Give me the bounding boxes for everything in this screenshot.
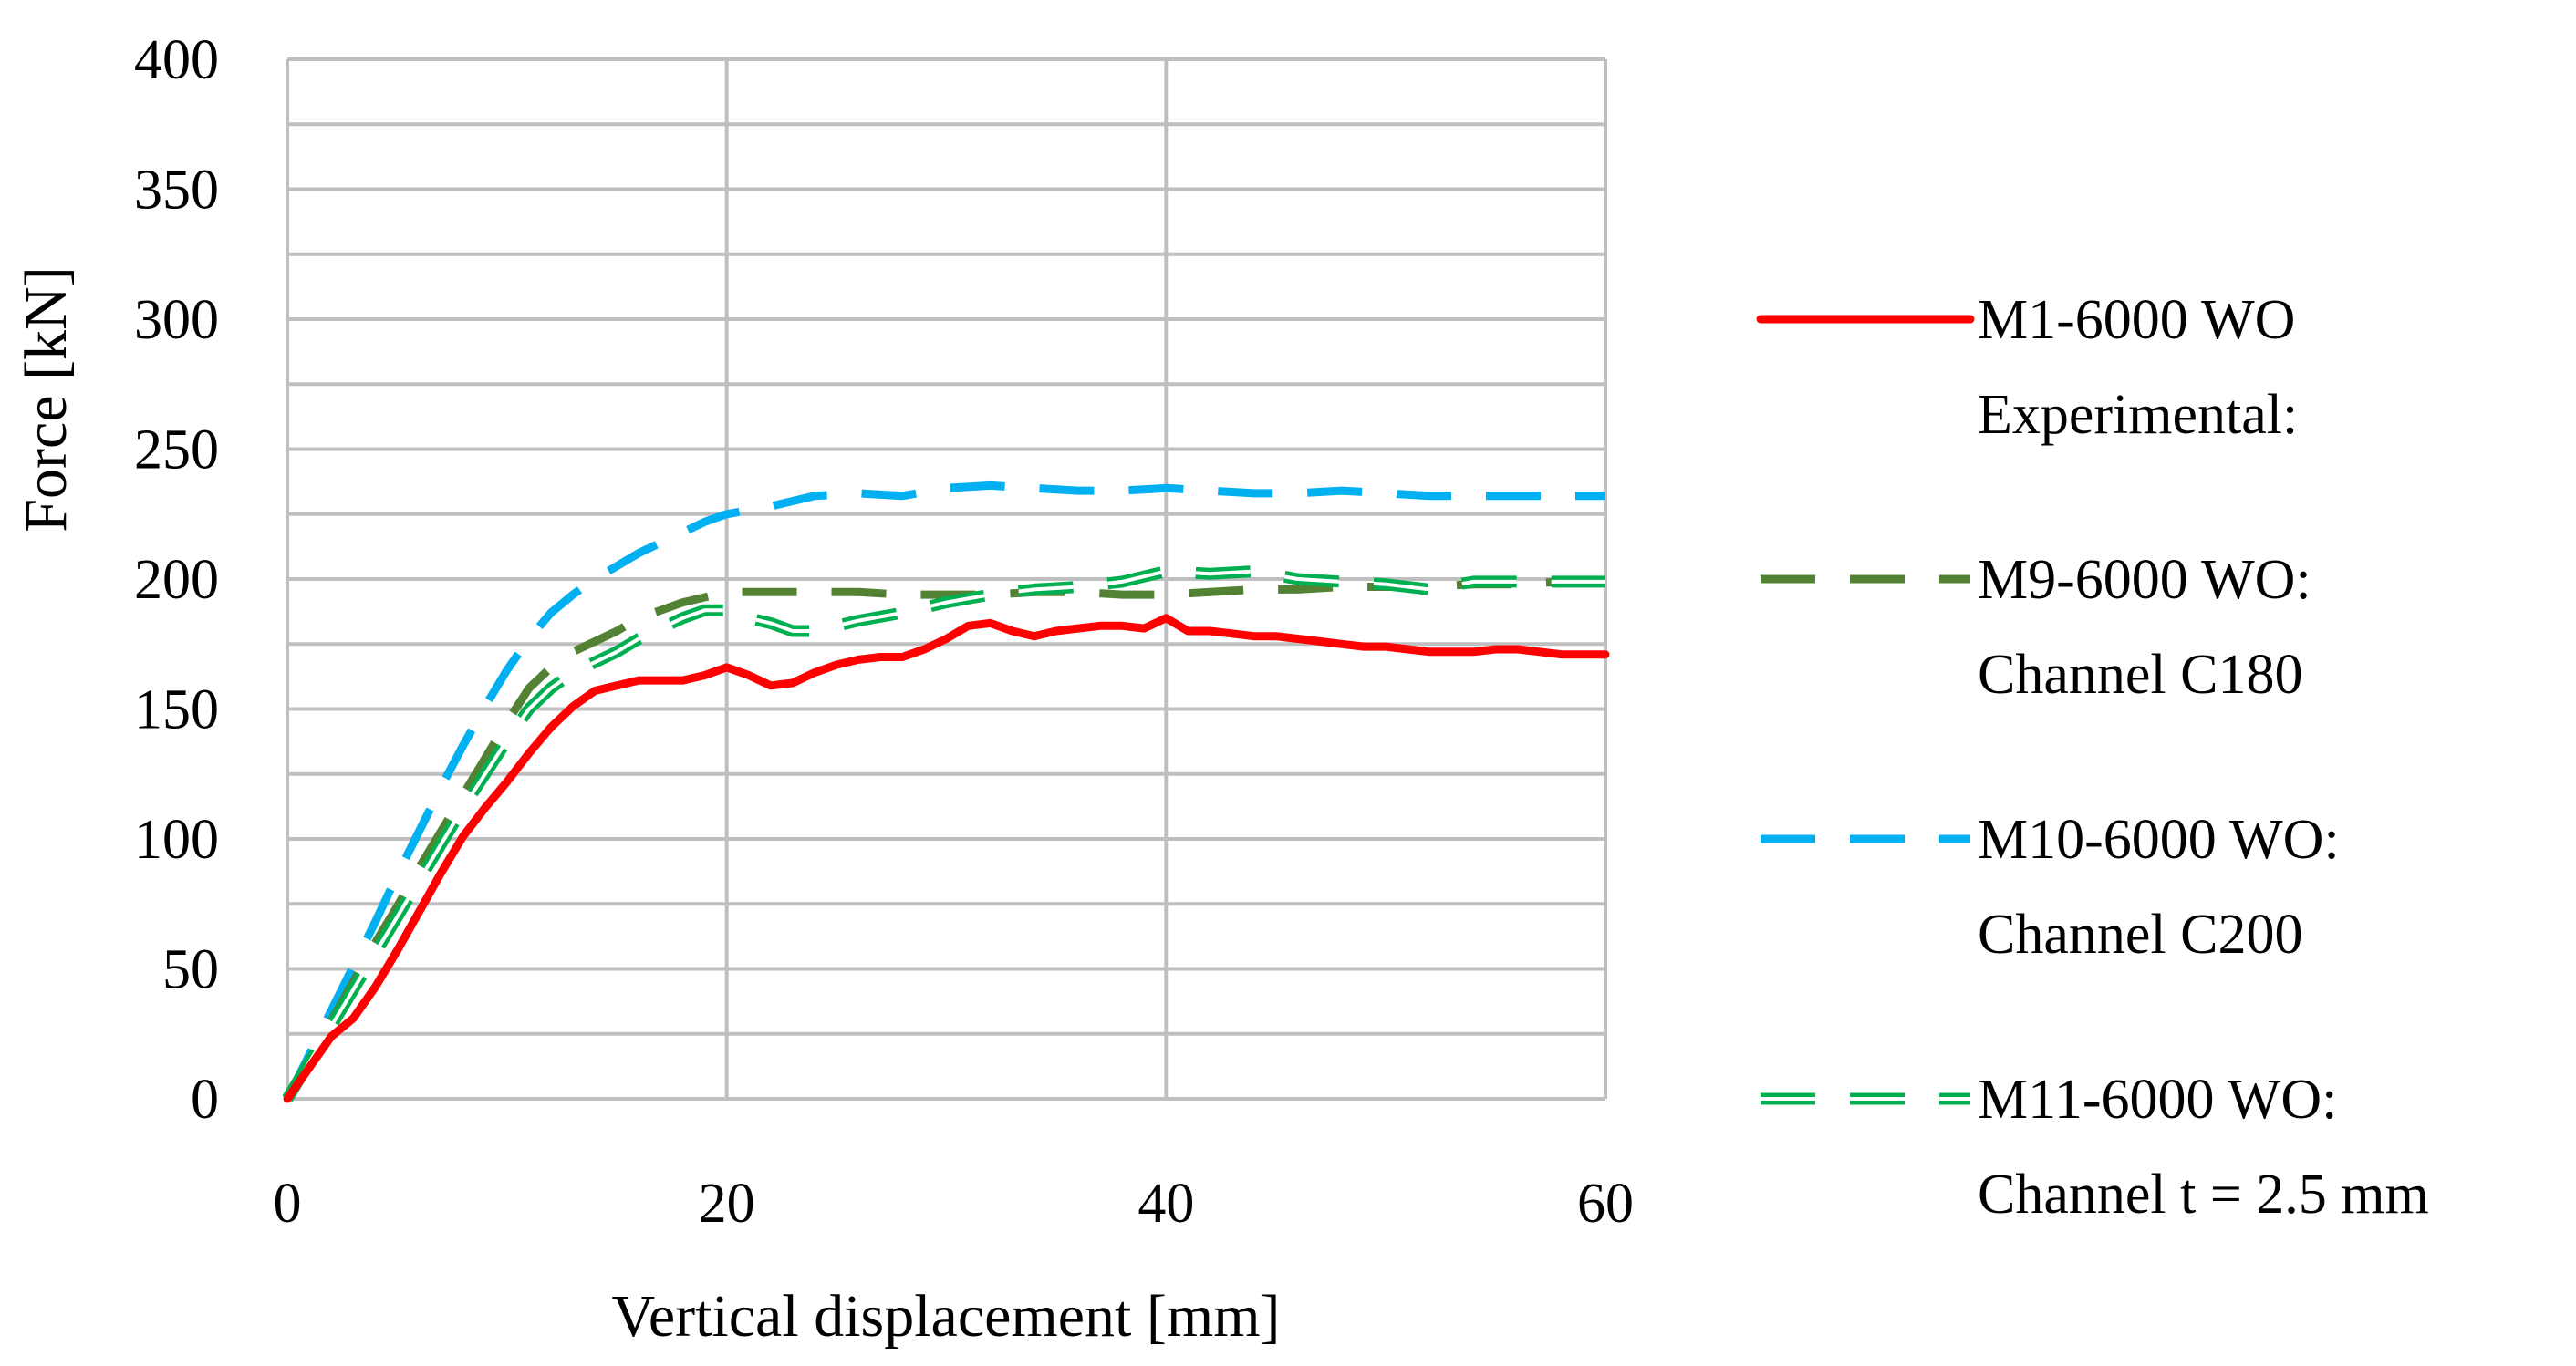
plot-series bbox=[282, 481, 1610, 1103]
series-line-inner bbox=[286, 569, 1605, 1101]
series-4 bbox=[282, 565, 1605, 1102]
y-tick-label: 150 bbox=[134, 679, 219, 741]
tick-labels: 0 50 100 150 200 250 300 350 400 0 20 40 60 bbox=[134, 29, 1634, 1235]
series-3 bbox=[283, 481, 1605, 1102]
legend: M1-6000 WO Experimental: M9-6000 WO: Channe… bbox=[1756, 289, 2429, 1226]
series-line bbox=[283, 481, 1605, 1102]
legend-label: M1-6000 WO bbox=[1978, 289, 2295, 351]
y-tick-label: 350 bbox=[134, 160, 219, 222]
legend-item: M1-6000 WO Experimental: bbox=[1756, 289, 2298, 446]
y-axis-title: Force [kN] bbox=[13, 266, 79, 532]
legend-label: Channel C200 bbox=[1978, 904, 2302, 966]
legend-label: M11-6000 WO: bbox=[1978, 1069, 2337, 1131]
legend-label: Channel C180 bbox=[1978, 644, 2302, 706]
legend-label: M10-6000 WO: bbox=[1978, 809, 2340, 871]
legend-label: Experimental: bbox=[1978, 384, 2298, 446]
legend-label: Channel t = 2.5 mm bbox=[1978, 1164, 2429, 1226]
y-tick-label: 300 bbox=[134, 289, 219, 351]
y-tick-label: 50 bbox=[162, 939, 219, 1001]
series-2 bbox=[284, 577, 1605, 1102]
x-tick-label: 60 bbox=[1577, 1173, 1634, 1235]
x-tick-label: 0 bbox=[274, 1173, 302, 1235]
x-axis-title: Vertical displacement [mm] bbox=[611, 1283, 1280, 1350]
grid-lines bbox=[286, 57, 1607, 1101]
legend-label: M9-6000 WO: bbox=[1978, 549, 2311, 611]
series-line bbox=[283, 614, 1610, 1103]
y-tick-label: 200 bbox=[134, 549, 219, 611]
y-tick-label: 0 bbox=[191, 1069, 219, 1131]
x-tick-label: 40 bbox=[1137, 1173, 1194, 1235]
series-line bbox=[284, 577, 1605, 1102]
legend-item: M9-6000 WO: Channel C180 bbox=[1761, 549, 2311, 706]
y-tick-label: 100 bbox=[134, 809, 219, 871]
x-tick-label: 20 bbox=[699, 1173, 755, 1235]
legend-item: M11-6000 WO: Channel t = 2.5 mm bbox=[1761, 1069, 2429, 1226]
y-tick-label: 400 bbox=[134, 29, 219, 91]
legend-item: M10-6000 WO: Channel C200 bbox=[1761, 809, 2340, 966]
series-1 bbox=[283, 614, 1610, 1103]
y-tick-label: 250 bbox=[134, 419, 219, 481]
